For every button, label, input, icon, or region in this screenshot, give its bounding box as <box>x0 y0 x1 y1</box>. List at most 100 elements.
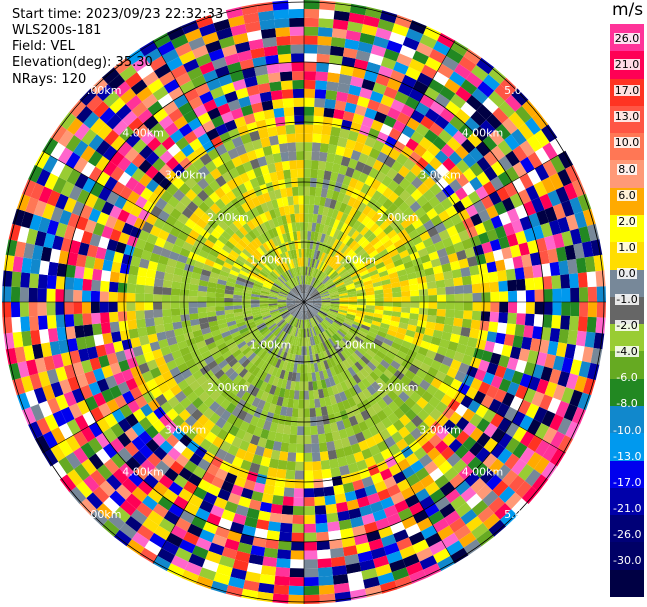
radar-gate <box>338 428 348 440</box>
radar-gate <box>304 443 312 453</box>
radar-gate <box>337 313 347 318</box>
radar-gate <box>482 490 499 507</box>
radar-gate <box>357 550 373 563</box>
radar-gate <box>309 318 314 328</box>
radar-gate <box>382 314 392 321</box>
radar-gate <box>300 230 304 240</box>
radar-gate <box>295 142 304 152</box>
radar-gate <box>445 294 455 302</box>
radar-gate <box>436 247 448 259</box>
radar-gate <box>481 302 491 312</box>
radar-gate <box>527 168 542 186</box>
radar-gate <box>385 333 396 342</box>
radar-gate <box>573 242 585 259</box>
radar-gate <box>278 62 292 73</box>
radar-gate <box>371 277 382 284</box>
radar-gate <box>370 547 387 560</box>
colorbar-tick-label: -10.0 <box>613 423 642 437</box>
radar-gate <box>464 117 480 133</box>
radar-gate <box>439 108 455 123</box>
radar-gate <box>418 136 433 151</box>
radar-gate <box>449 473 465 489</box>
radar-gate <box>370 472 384 485</box>
radar-gate <box>365 308 375 314</box>
radar-gate <box>445 309 455 318</box>
radar-gate <box>366 186 377 198</box>
radar-gate <box>347 366 357 377</box>
radar-gate <box>421 201 434 214</box>
radar-gate <box>312 296 322 300</box>
radar-gate <box>337 242 346 252</box>
radar-gate <box>237 542 253 554</box>
radar-gate <box>318 9 335 20</box>
radar-gate <box>396 327 407 335</box>
radar-gate <box>341 324 351 331</box>
radar-gate <box>379 359 391 370</box>
radar-gate <box>404 195 417 207</box>
radar-gate <box>399 249 410 259</box>
radar-gate <box>304 302 310 309</box>
radar-gate <box>342 545 358 557</box>
radar-gate <box>482 408 497 423</box>
radar-gate <box>291 186 299 196</box>
radar-gate <box>317 433 327 444</box>
radar-gate <box>519 140 535 157</box>
radar-gate <box>243 479 256 491</box>
radar-gate <box>506 357 519 371</box>
radar-gate <box>358 439 369 452</box>
radar-gate <box>382 283 392 290</box>
radar-gate <box>330 248 338 258</box>
radar-gate <box>294 115 304 125</box>
radar-gate <box>383 292 393 298</box>
radar-gate <box>463 284 473 294</box>
radar-gate <box>280 151 290 162</box>
radar-gate <box>341 56 356 68</box>
radar-gate <box>235 550 251 563</box>
radar-gate <box>331 209 339 220</box>
radar-gate <box>253 426 263 438</box>
radar-gate <box>549 219 562 236</box>
radar-gate <box>365 155 377 168</box>
radar-gate <box>489 311 500 323</box>
radar-gate <box>402 553 420 568</box>
colorbar-tick-label: -6.0 <box>616 371 638 385</box>
radar-gate <box>405 266 416 275</box>
radar-gate <box>10 286 21 302</box>
radar-gate <box>337 136 348 148</box>
radar-gate <box>304 299 313 302</box>
radar-gate <box>454 524 472 541</box>
radar-gate <box>291 317 297 327</box>
colorbar-tick-label: 1.0 <box>617 240 637 254</box>
radar-gate <box>398 165 411 178</box>
radar-gate <box>354 161 366 173</box>
radar-gate <box>338 268 348 276</box>
radar-gate <box>309 267 314 277</box>
radar-gate <box>359 343 369 353</box>
radar-gate <box>358 420 369 432</box>
radar-gate <box>383 355 394 365</box>
radar-gate <box>539 394 553 411</box>
radar-gate <box>432 265 443 275</box>
radar-gate <box>493 388 507 403</box>
radar-gate <box>347 571 364 583</box>
radar-gate <box>384 455 398 469</box>
radar-gate <box>333 582 350 594</box>
radar-gate <box>327 314 336 320</box>
radar-gate <box>463 48 482 65</box>
radar-gate <box>161 302 171 310</box>
radar-gate <box>383 369 394 380</box>
radar-gate <box>318 223 325 234</box>
radar-gate <box>246 507 260 520</box>
radar-gate <box>274 432 284 443</box>
radar-gate <box>428 433 443 448</box>
radar-gate <box>280 406 288 416</box>
radar-gate <box>258 582 275 594</box>
radar-gate <box>496 186 510 202</box>
radar-gate <box>333 277 343 285</box>
range-ring-label: 5.00km <box>504 508 546 521</box>
radar-gate <box>345 249 355 258</box>
radar-gate <box>29 315 39 331</box>
radar-gate <box>288 0 304 10</box>
radar-gate <box>319 397 327 408</box>
radar-gate <box>372 452 385 465</box>
